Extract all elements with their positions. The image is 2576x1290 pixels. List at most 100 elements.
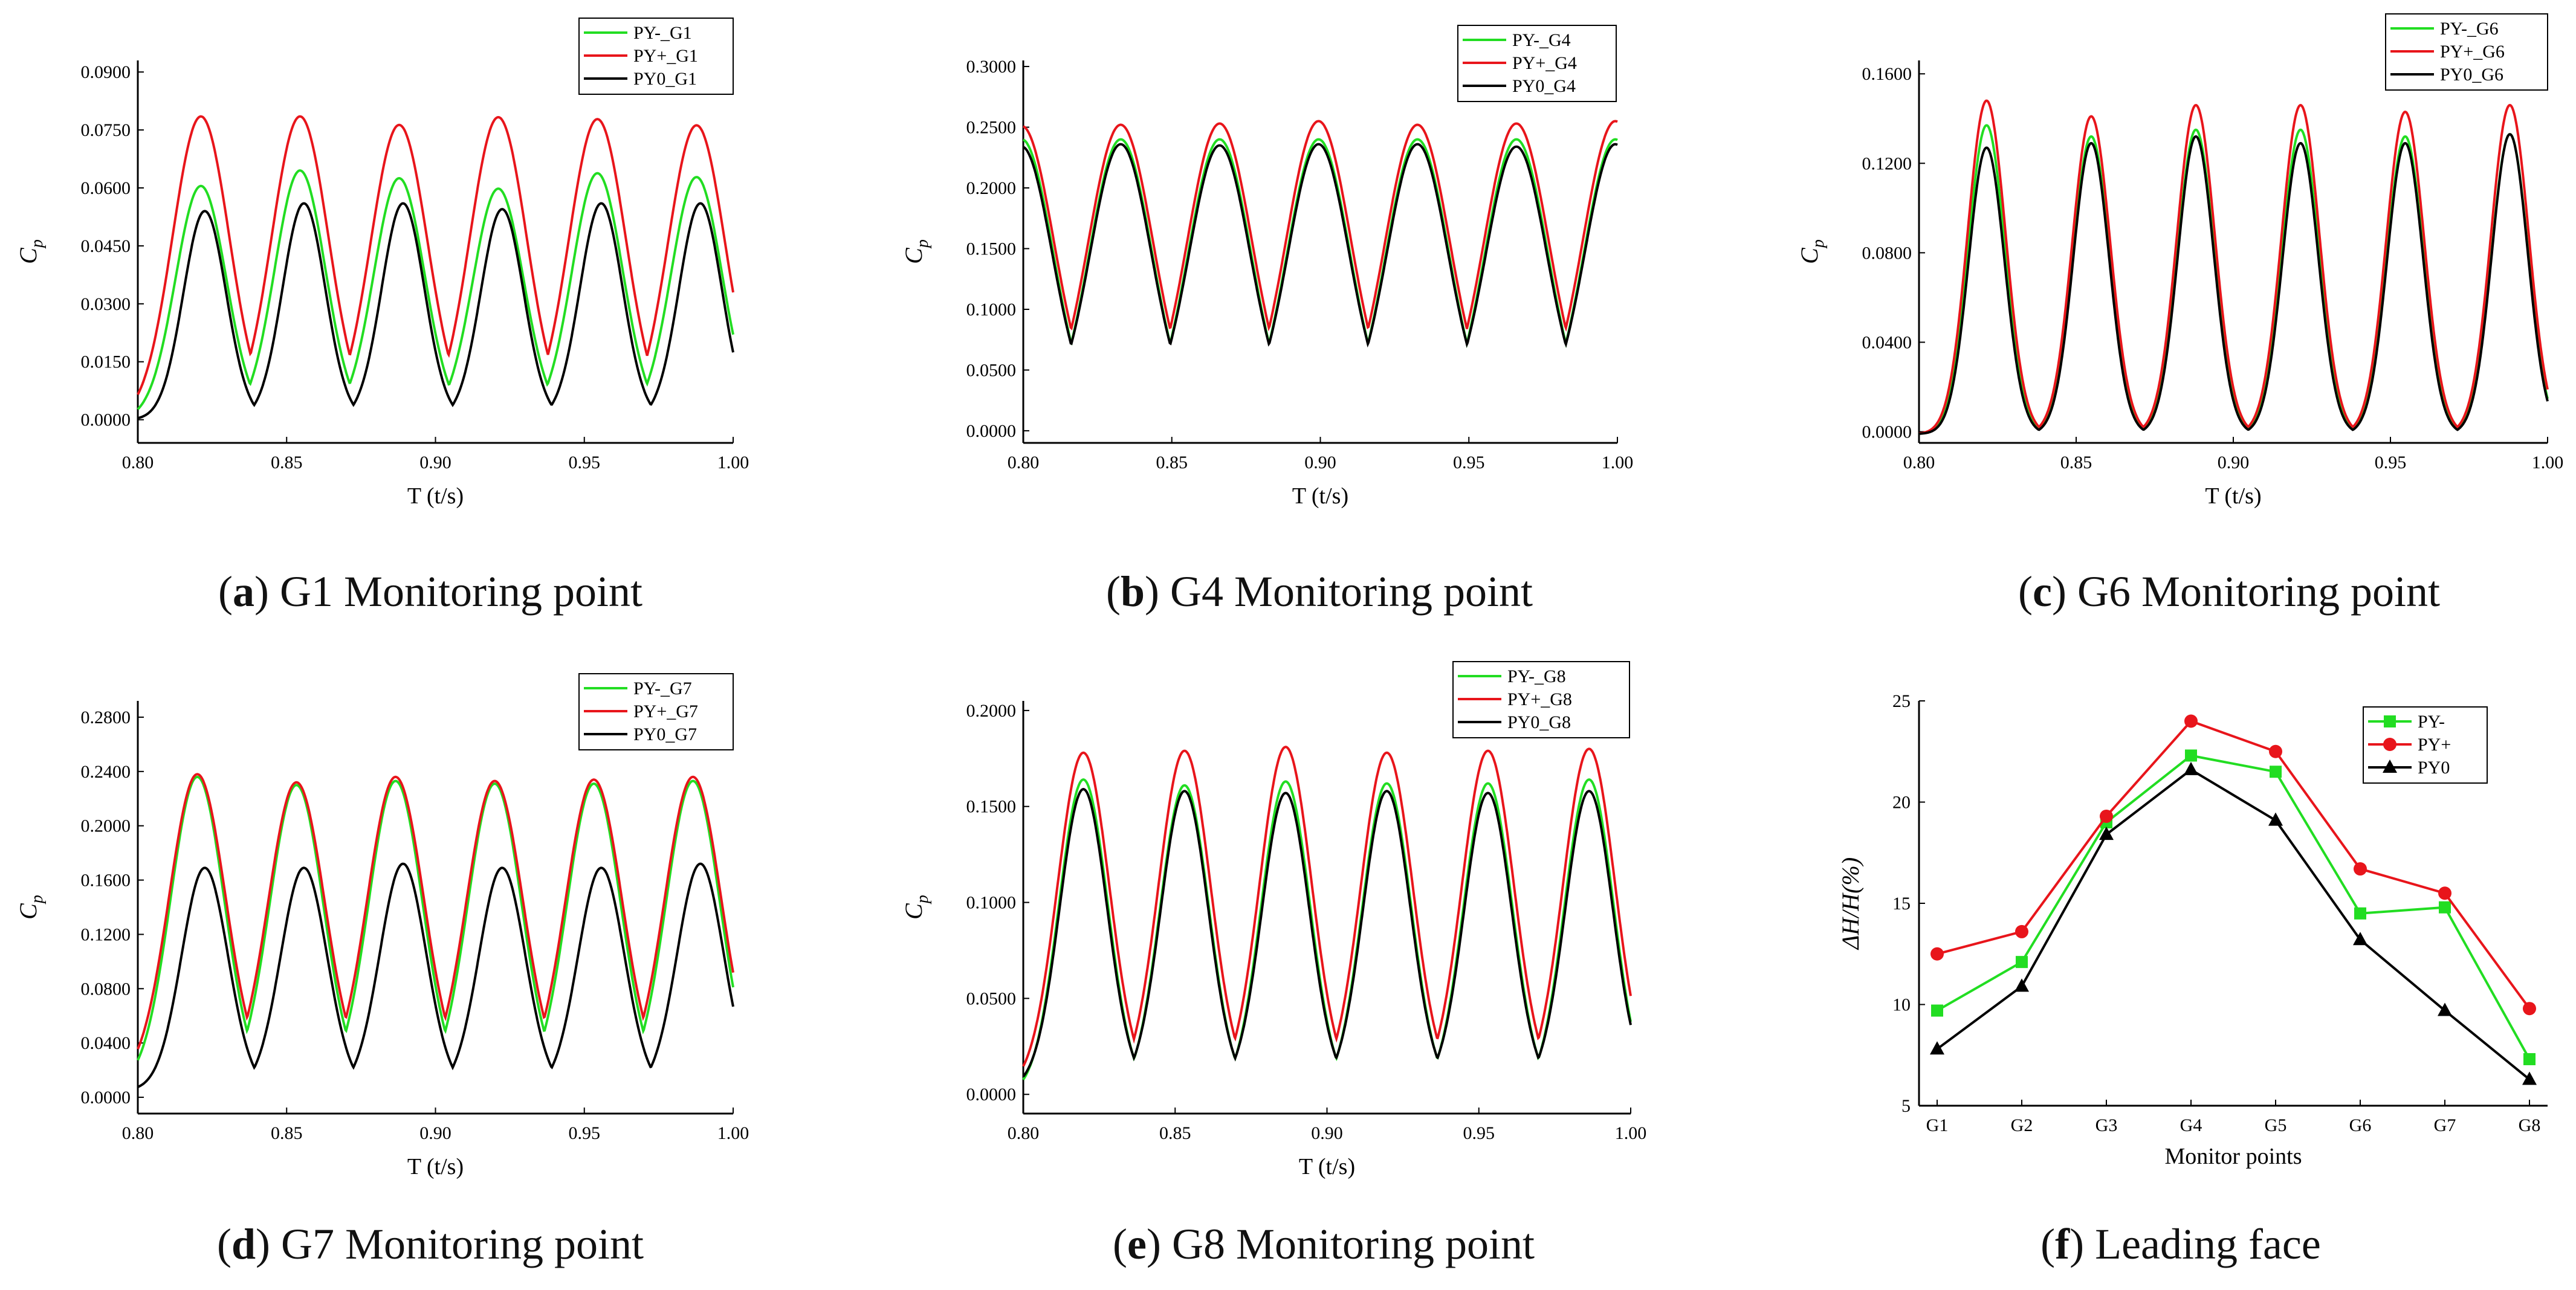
x-tick-label: 0.80: [122, 1123, 154, 1143]
caption-text: G1 Monitoring point: [280, 567, 642, 616]
data-point-PY0: [2438, 1002, 2452, 1016]
x-axis-label: T (t/s): [2205, 483, 2261, 509]
series-line-PY0_G6: [1918, 133, 2549, 435]
legend-label: PY-: [2418, 712, 2445, 732]
panel-a: 0.80 0.85 0.90 0.95 1.00 0.0000 0.0150 0.0300 0.…: [15, 18, 749, 616]
legend-label: PY+_G6: [2440, 42, 2505, 62]
data-point-PY0: [2268, 812, 2283, 826]
caption-letter: e: [1127, 1220, 1147, 1268]
data-point-PY0: [2522, 1071, 2537, 1085]
y-tick-label: 25: [1892, 691, 1911, 711]
caption-text: G4 Monitoring point: [1170, 567, 1533, 616]
y-axis-label: Cp: [15, 239, 47, 264]
x-tick-label: 0.90: [1304, 453, 1336, 472]
x-tick-label: 0.95: [2375, 453, 2407, 472]
data-point-PY-: [2439, 901, 2451, 914]
y-tick-label: 0.1200: [81, 924, 131, 944]
caption-letter: c: [2033, 567, 2052, 616]
y-tick-label: 20: [1892, 793, 1911, 813]
y-tick-label: 0.0450: [81, 236, 131, 256]
panel-caption: (f) Leading face: [2040, 1220, 2321, 1268]
legend-label: PY-_G1: [633, 23, 692, 43]
series-line-PY-_G1: [137, 169, 734, 410]
legend-label: PY+_G8: [1507, 689, 1572, 709]
y-tick-label: 0.0500: [966, 360, 1017, 380]
y-axis-label: Cp: [15, 895, 47, 920]
y-tick-label: 0.2800: [81, 708, 131, 727]
y-tick-label: 15: [1892, 894, 1911, 914]
series-line-PY-_G7: [137, 775, 734, 1061]
series-line-PY0_G4: [1023, 143, 1618, 348]
x-axis-label: T (t/s): [1292, 483, 1348, 509]
panel-caption: (a) G1 Monitoring point: [218, 567, 642, 616]
data-point-PY-: [2523, 1053, 2536, 1065]
legend-label: PY+_G7: [633, 701, 698, 721]
y-tick-label: 0.2400: [81, 762, 131, 782]
data-point-PY+: [1930, 947, 1944, 961]
data-point-PY+: [2523, 1002, 2536, 1016]
x-tick-label: 0.90: [1311, 1123, 1343, 1143]
panel-b: 0.80 0.85 0.90 0.95 1.00 0.0000 0.0500 0.1000 0.…: [900, 25, 1633, 616]
caption-letter: b: [1121, 567, 1145, 616]
x-axis-label: Monitor points: [2165, 1144, 2302, 1169]
series-line-PY+_G7: [137, 773, 734, 1050]
y-tick-label: 0.0750: [81, 120, 131, 140]
data-point-PY+: [2438, 886, 2451, 900]
y-tick-label: 0.2000: [966, 178, 1017, 198]
legend-marker: [2383, 738, 2396, 751]
x-tick-label: 0.85: [271, 1123, 303, 1143]
y-tick-label: 0.0000: [81, 410, 131, 430]
y-tick-label: 0.0150: [81, 352, 131, 372]
y-tick-label: 0.0900: [81, 62, 131, 82]
panel-caption: (b) G4 Monitoring point: [1106, 567, 1533, 616]
data-point-PY+: [2015, 924, 2028, 938]
x-tick-label: 1.00: [717, 453, 749, 472]
caption-text: Leading face: [2095, 1220, 2321, 1268]
panel-caption: (d) G7 Monitoring point: [217, 1220, 644, 1268]
x-tick-label: G8: [2519, 1115, 2541, 1135]
y-tick-label: 0.1600: [1862, 64, 1912, 84]
legend-label: PY0_G4: [1512, 76, 1576, 96]
x-tick-label: 0.80: [1008, 1123, 1040, 1143]
y-tick-label: 0.0500: [966, 988, 1017, 1008]
legend-label: PY-_G8: [1507, 666, 1566, 686]
caption-letter: d: [231, 1220, 256, 1268]
x-axis-label: T (t/s): [407, 1154, 464, 1179]
panel-e: 0.80 0.85 0.90 0.95 1.00 0.0000 0.0500 0.1000 0.…: [900, 661, 1647, 1268]
legend-label: PY0: [2418, 758, 2450, 778]
x-tick-label: 0.95: [569, 1123, 601, 1143]
x-tick-label: 0.85: [2060, 453, 2092, 472]
x-tick-label: 1.00: [1615, 1123, 1647, 1143]
x-tick-label: 0.95: [1463, 1123, 1495, 1143]
x-tick-label: 0.80: [122, 453, 154, 472]
x-tick-label: 0.95: [1453, 453, 1485, 472]
legend-label: PY-_G6: [2440, 19, 2499, 39]
legend-label: PY-_G7: [633, 679, 692, 698]
x-tick-label: 0.80: [1008, 453, 1040, 472]
series-line-PY-: [1937, 754, 2531, 1060]
y-axis-label: Cp: [1796, 239, 1828, 264]
y-tick-label: 0.0400: [81, 1033, 131, 1053]
x-tick-label: 0.95: [569, 453, 601, 472]
y-axis-label: Cp: [900, 239, 932, 264]
x-axis-label: T (t/s): [407, 483, 464, 509]
x-tick-label: G7: [2434, 1115, 2456, 1135]
data-point-PY0: [2015, 978, 2029, 992]
series-line-PY0_G7: [137, 862, 734, 1088]
x-tick-label: 0.85: [1159, 1123, 1191, 1143]
caption-text: G8 Monitoring point: [1172, 1220, 1535, 1268]
y-tick-label: 0.1500: [966, 239, 1017, 259]
y-tick-label: 0.1500: [966, 797, 1017, 817]
data-point-PY0: [2184, 761, 2198, 775]
y-tick-label: 10: [1892, 995, 1911, 1015]
caption-text: G7 Monitoring point: [281, 1220, 644, 1268]
y-tick-label: 0.0300: [81, 294, 131, 314]
x-axis-label: T (t/s): [1299, 1154, 1355, 1179]
y-tick-label: 0.0600: [81, 178, 131, 198]
y-tick-label: 5: [1901, 1096, 1911, 1116]
caption-letter: f: [2055, 1220, 2070, 1268]
data-point-PY-: [2185, 749, 2197, 762]
series-line-PY0: [1936, 768, 2531, 1081]
data-point-PY-: [2016, 956, 2028, 969]
